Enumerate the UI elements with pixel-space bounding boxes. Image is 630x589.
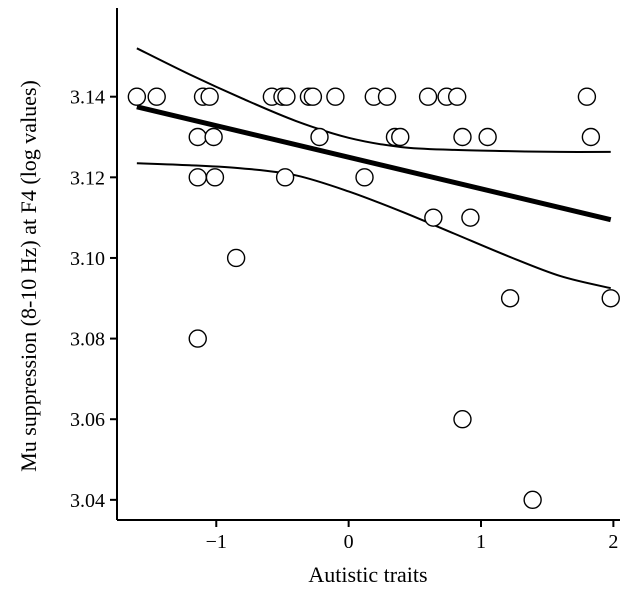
data-point [275, 168, 295, 187]
data-point [478, 127, 497, 147]
x-axis-title: Autistic traits [308, 562, 427, 587]
data-point [310, 127, 329, 147]
data-point [188, 168, 207, 187]
data-point [200, 87, 219, 106]
data-point [205, 168, 225, 187]
fit-line-layer [136, 104, 612, 223]
y-tick-label: 3.04 [70, 490, 105, 512]
data-point [377, 87, 397, 106]
data-point [127, 87, 147, 106]
data-point [391, 127, 410, 147]
y-axis-title: Mu suppression (8-10 Hz) at F4 (log valu… [16, 80, 41, 472]
y-tick-label: 3.10 [70, 248, 105, 270]
data-point [577, 87, 597, 106]
tick-marks: 3.04 3.06 3.08 3.10 3.12 3.14 −1 0 1 2 [70, 87, 618, 553]
axes [116, 8, 620, 521]
data-point [461, 208, 480, 227]
data-point [424, 208, 443, 227]
data-point [453, 127, 472, 147]
data-point [147, 87, 166, 106]
data-point [355, 168, 374, 187]
data-point [418, 87, 438, 106]
x-tick-label: −1 [206, 531, 227, 553]
confidence-band-upper [136, 47, 611, 153]
data-point [277, 87, 296, 106]
y-tick-label: 3.06 [70, 409, 105, 431]
data-point [447, 87, 467, 106]
data-point [581, 127, 601, 147]
confidence-band [136, 47, 611, 290]
y-tick-label: 3.12 [70, 167, 105, 189]
data-point [303, 87, 323, 106]
y-tick-label: 3.14 [70, 87, 105, 109]
x-tick-label: 0 [344, 531, 354, 553]
regression-line [136, 104, 612, 223]
x-tick-label: 1 [476, 531, 486, 553]
data-points [127, 87, 620, 510]
data-point [453, 410, 472, 429]
data-point [523, 490, 542, 510]
data-point [188, 329, 207, 348]
confidence-band-lower [136, 162, 611, 290]
data-point [226, 248, 246, 268]
data-point [326, 87, 345, 106]
data-point [500, 289, 520, 308]
data-point [601, 289, 620, 308]
data-point [188, 127, 207, 147]
data-point [204, 127, 223, 147]
y-tick-label: 3.08 [70, 329, 105, 351]
x-tick-label: 2 [608, 531, 618, 553]
